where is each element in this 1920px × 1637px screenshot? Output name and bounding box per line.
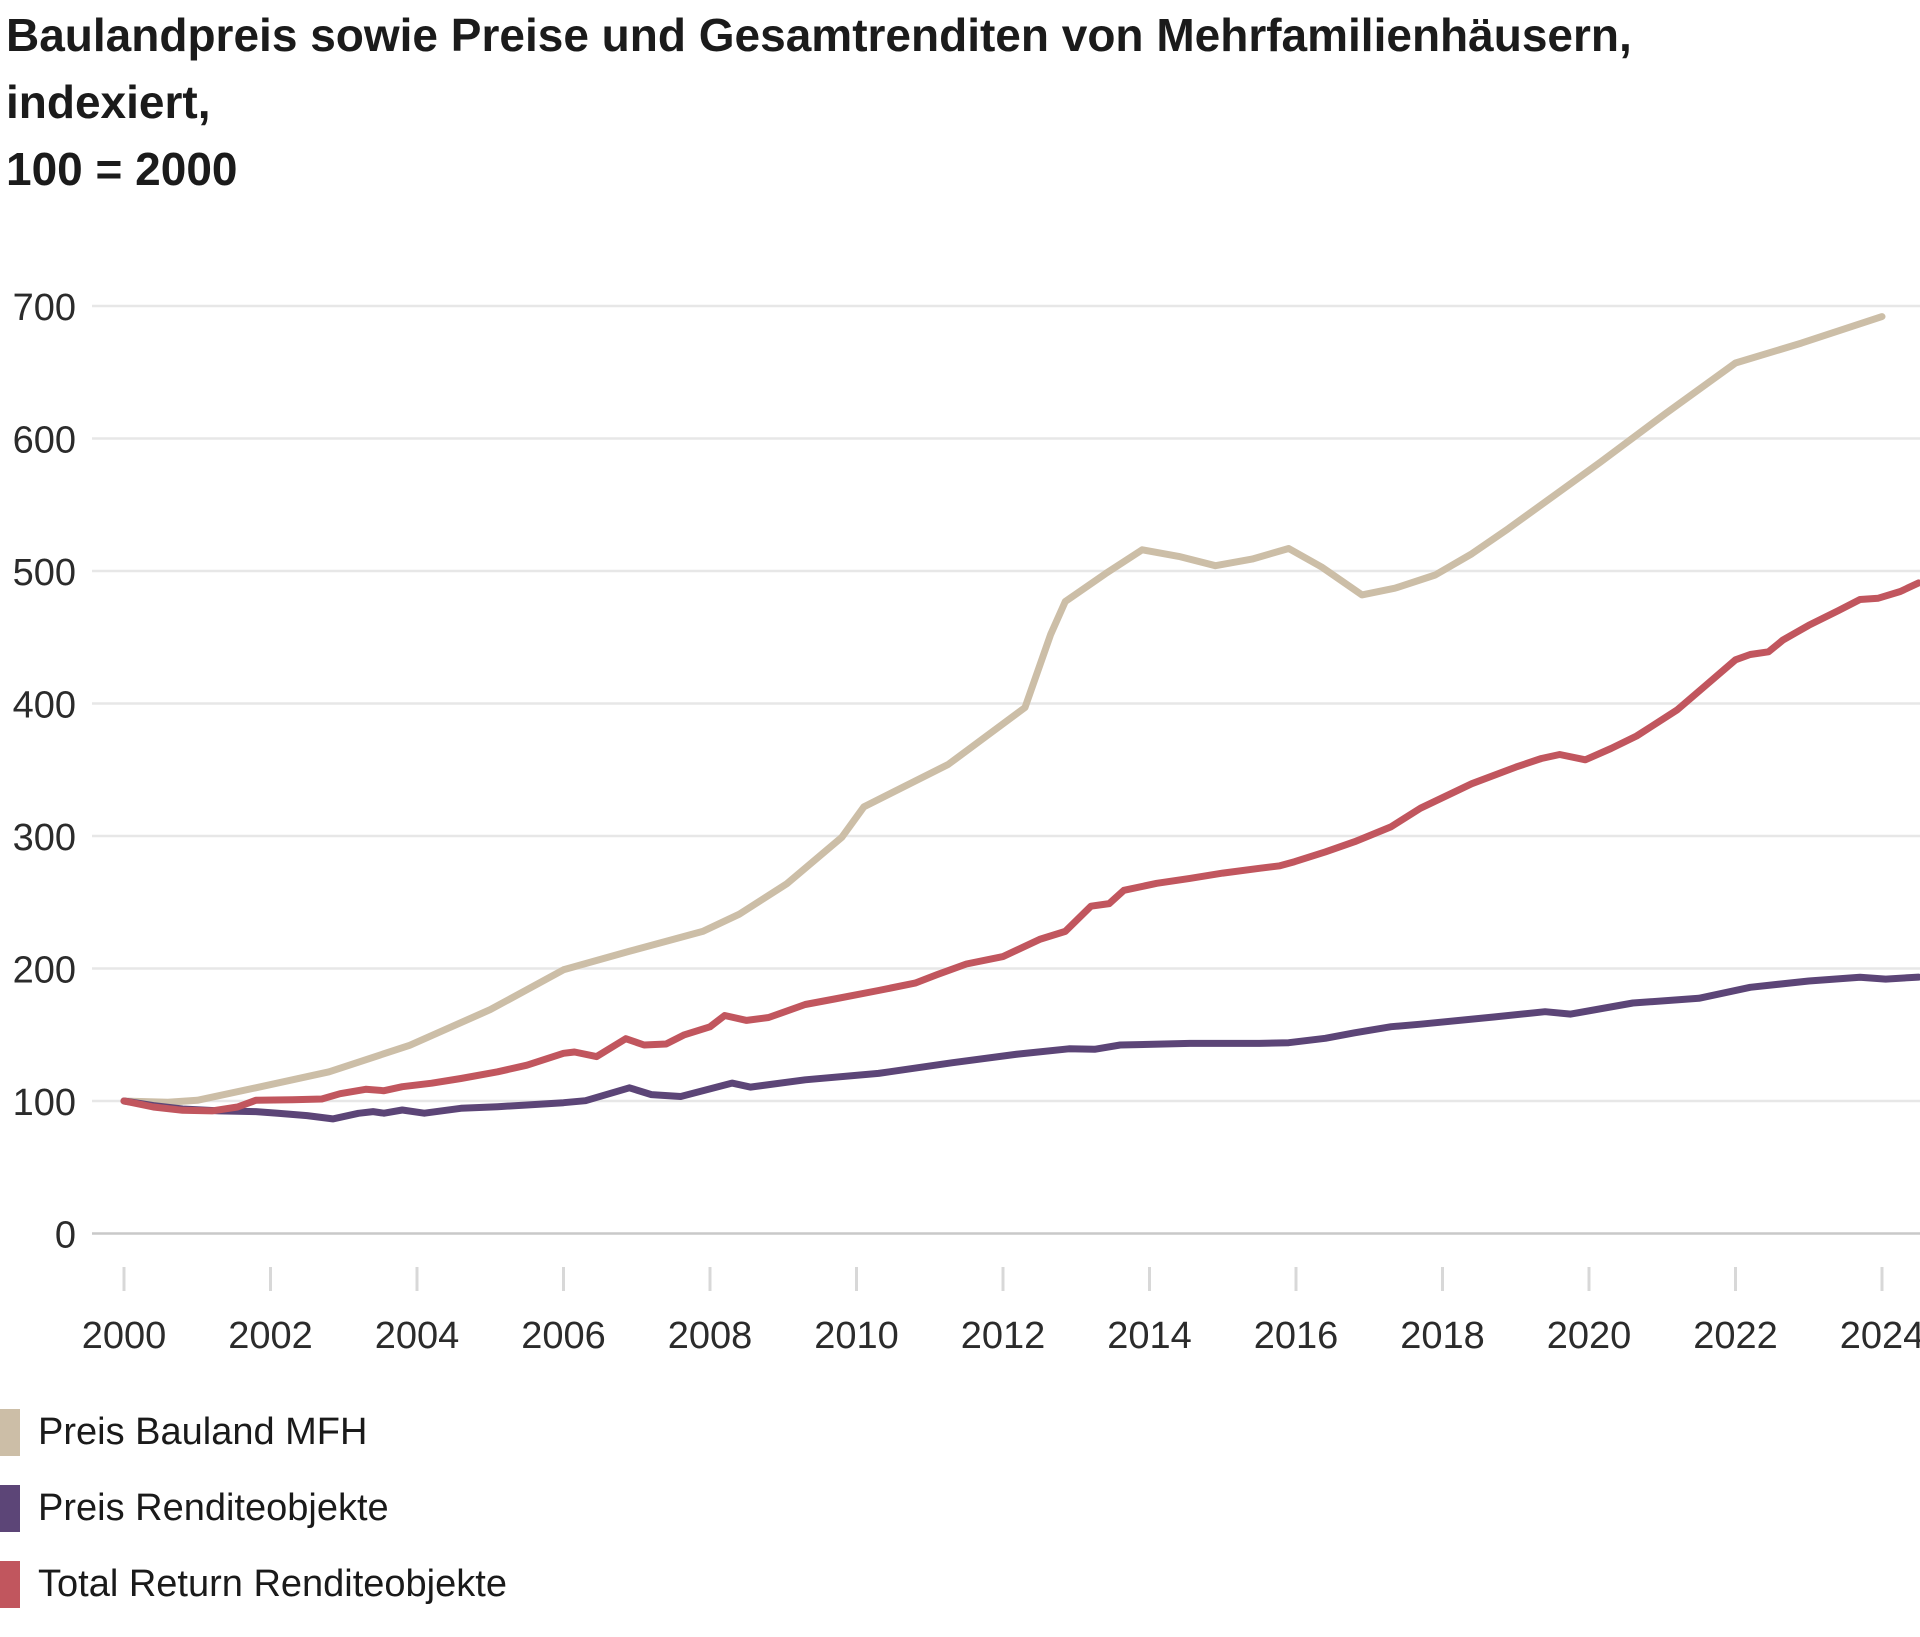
legend-row: Total Return Renditeobjekte xyxy=(0,1561,507,1608)
legend-swatch-icon xyxy=(0,1485,20,1532)
x-axis-tick-label: 2008 xyxy=(668,1315,753,1357)
x-axis-tick-label: 2004 xyxy=(375,1315,460,1357)
x-axis-tick-label: 2012 xyxy=(961,1315,1046,1357)
x-axis-tick-label: 2024 xyxy=(1840,1315,1920,1357)
x-axis-tick-label: 2016 xyxy=(1254,1315,1339,1357)
legend: Preis Bauland MFH Preis Renditeobjekte Tot… xyxy=(0,1409,507,1637)
y-axis-tick-label: 600 xyxy=(13,420,76,462)
x-axis-tick-label: 2018 xyxy=(1400,1315,1485,1357)
x-axis-tick-label: 2002 xyxy=(228,1315,313,1357)
legend-swatch-icon xyxy=(0,1409,20,1456)
legend-label: Total Return Renditeobjekte xyxy=(38,1563,507,1605)
series-line-preis-renditeobjekte xyxy=(120,973,1920,1123)
x-axis-tick-label: 2000 xyxy=(82,1315,167,1357)
x-axis-tick-label: 2006 xyxy=(521,1315,606,1357)
series-line-preis-bauland-mfh xyxy=(120,313,1886,1106)
chart-title-line2: 100 = 2000 xyxy=(6,143,238,195)
legend-row: Preis Bauland MFH xyxy=(0,1409,507,1456)
chart-title-line1: Baulandpreis sowie Preise und Gesamtrend… xyxy=(6,9,1632,128)
y-axis-tick-label: 700 xyxy=(13,287,76,329)
y-axis-tick-label: 200 xyxy=(13,950,76,992)
y-axis-tick-label: 400 xyxy=(13,685,76,727)
y-axis-tick-label: 300 xyxy=(13,817,76,859)
legend-label: Preis Bauland MFH xyxy=(38,1411,368,1453)
series-line-total-return-renditeobjekte xyxy=(120,579,1920,1115)
legend-row: Preis Renditeobjekte xyxy=(0,1485,507,1532)
x-axis-tick-label: 2010 xyxy=(814,1315,899,1357)
x-axis-tick-label: 2022 xyxy=(1693,1315,1778,1357)
x-axis-tick-label: 2014 xyxy=(1107,1315,1192,1357)
y-axis-tick-label: 100 xyxy=(13,1082,76,1124)
legend-label: Preis Renditeobjekte xyxy=(38,1487,389,1529)
y-axis-tick-label: 0 xyxy=(55,1215,76,1257)
chart-title: Baulandpreis sowie Preise und Gesamtrend… xyxy=(6,2,1826,203)
legend-swatch-icon xyxy=(0,1561,20,1608)
y-axis-tick-label: 500 xyxy=(13,552,76,594)
x-axis-tick-label: 2020 xyxy=(1547,1315,1632,1357)
